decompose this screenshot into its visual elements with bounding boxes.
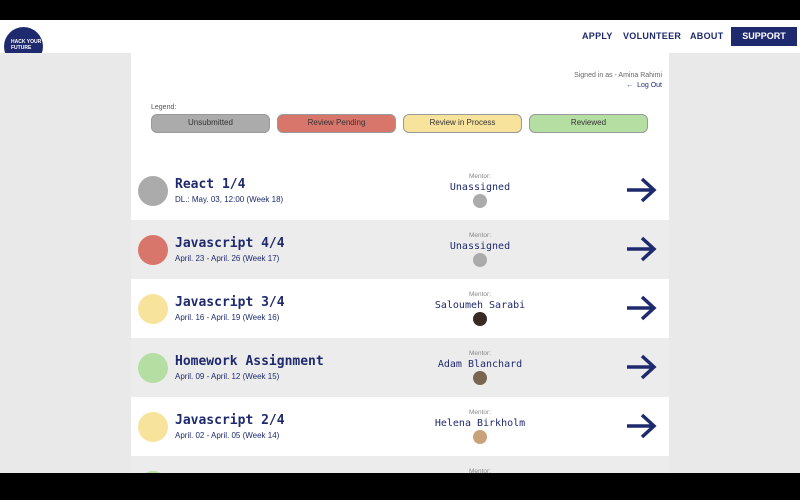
mentor-avatar [473, 371, 487, 385]
row-title: Homework Assignment [175, 354, 324, 369]
mentor-name: Helena Birkholm [434, 418, 526, 429]
row-title: Javascript 3/4 [175, 295, 285, 310]
row-title: Javascript 2/4 [175, 413, 285, 428]
arrow-icon [627, 177, 657, 203]
mentor-avatar [473, 194, 487, 208]
arrow-icon [627, 413, 657, 439]
status-dot [138, 471, 168, 473]
content: Signed in as - Amina Rahimi ← Log Out Leg… [0, 53, 800, 473]
mentor-name: Saloumeh Sarabi [434, 300, 526, 311]
nav-link[interactable]: ABOUT [690, 31, 724, 41]
mentor-label: Mentor: [468, 468, 492, 473]
homework-row[interactable]: Homework Assignment April. 09 - April. 12… [131, 338, 669, 397]
arrow-icon [627, 354, 657, 380]
status-dot [138, 412, 168, 442]
row-date: April. 09 - April. 12 (Week 15) [175, 372, 280, 381]
mentor-name: Adam Blanchard [437, 359, 523, 370]
status-dot [138, 353, 168, 383]
homework-row[interactable]: Mentor: [131, 456, 669, 473]
logout[interactable]: ← Log Out [626, 82, 662, 89]
legend-pill: Review in Process [403, 114, 522, 133]
legend-label: Legend: [151, 104, 177, 111]
status-dot [138, 176, 168, 206]
mentor-avatar [473, 430, 487, 444]
homework-row[interactable]: React 1/4 DL.: May. 03, 12:00 (Week 18) Me… [131, 161, 669, 220]
mentor-label: Mentor: [468, 409, 492, 416]
row-date: April. 02 - April. 05 (Week 14) [175, 431, 280, 440]
mentor-name: Unassigned [449, 182, 511, 193]
status-dot [138, 235, 168, 265]
nav-link[interactable]: VOLUNTEER [623, 31, 682, 41]
homework-row[interactable]: Javascript 3/4 April. 16 - April. 19 (Wee… [131, 279, 669, 338]
open-arrow[interactable] [625, 413, 657, 444]
mentor-name: Unassigned [449, 241, 511, 252]
homework-row[interactable]: Javascript 4/4 April. 23 - April. 26 (Wee… [131, 220, 669, 279]
logout-label: Log Out [637, 82, 662, 89]
homework-row[interactable]: Javascript 2/4 April. 02 - April. 05 (Wee… [131, 397, 669, 456]
mentor-avatar [473, 312, 487, 326]
support-button[interactable]: SUPPORT [731, 27, 797, 46]
nav-bar: HACK YOUR FUTURE APPLY VOLUNTEER ABOUT S… [0, 20, 800, 66]
mentor-label: Mentor: [468, 232, 492, 239]
open-arrow[interactable] [625, 354, 657, 385]
mentor-avatar [473, 253, 487, 267]
arrow-icon [627, 295, 657, 321]
row-date: April. 16 - April. 19 (Week 16) [175, 313, 280, 322]
mentor-label: Mentor: [468, 173, 492, 180]
panel: Signed in as - Amina Rahimi ← Log Out Leg… [131, 53, 669, 473]
arrow-icon [627, 236, 657, 262]
row-title: React 1/4 [175, 177, 246, 192]
open-arrow[interactable] [625, 236, 657, 267]
row-title: Javascript 4/4 [175, 236, 285, 251]
open-arrow[interactable] [625, 295, 657, 326]
legend-pill: Review Pending [277, 114, 396, 133]
nav-link[interactable]: APPLY [582, 31, 613, 41]
mentor-label: Mentor: [468, 350, 492, 357]
legend-pill: Reviewed [529, 114, 648, 133]
signed-in: Signed in as - Amina Rahimi [574, 72, 662, 79]
status-dot [138, 294, 168, 324]
mentor-label: Mentor: [468, 291, 492, 298]
open-arrow[interactable] [625, 177, 657, 208]
row-date: April. 23 - April. 26 (Week 17) [175, 254, 280, 263]
row-date: DL.: May. 03, 12:00 (Week 18) [175, 195, 284, 204]
legend-pill: Unsubmitted [151, 114, 270, 133]
